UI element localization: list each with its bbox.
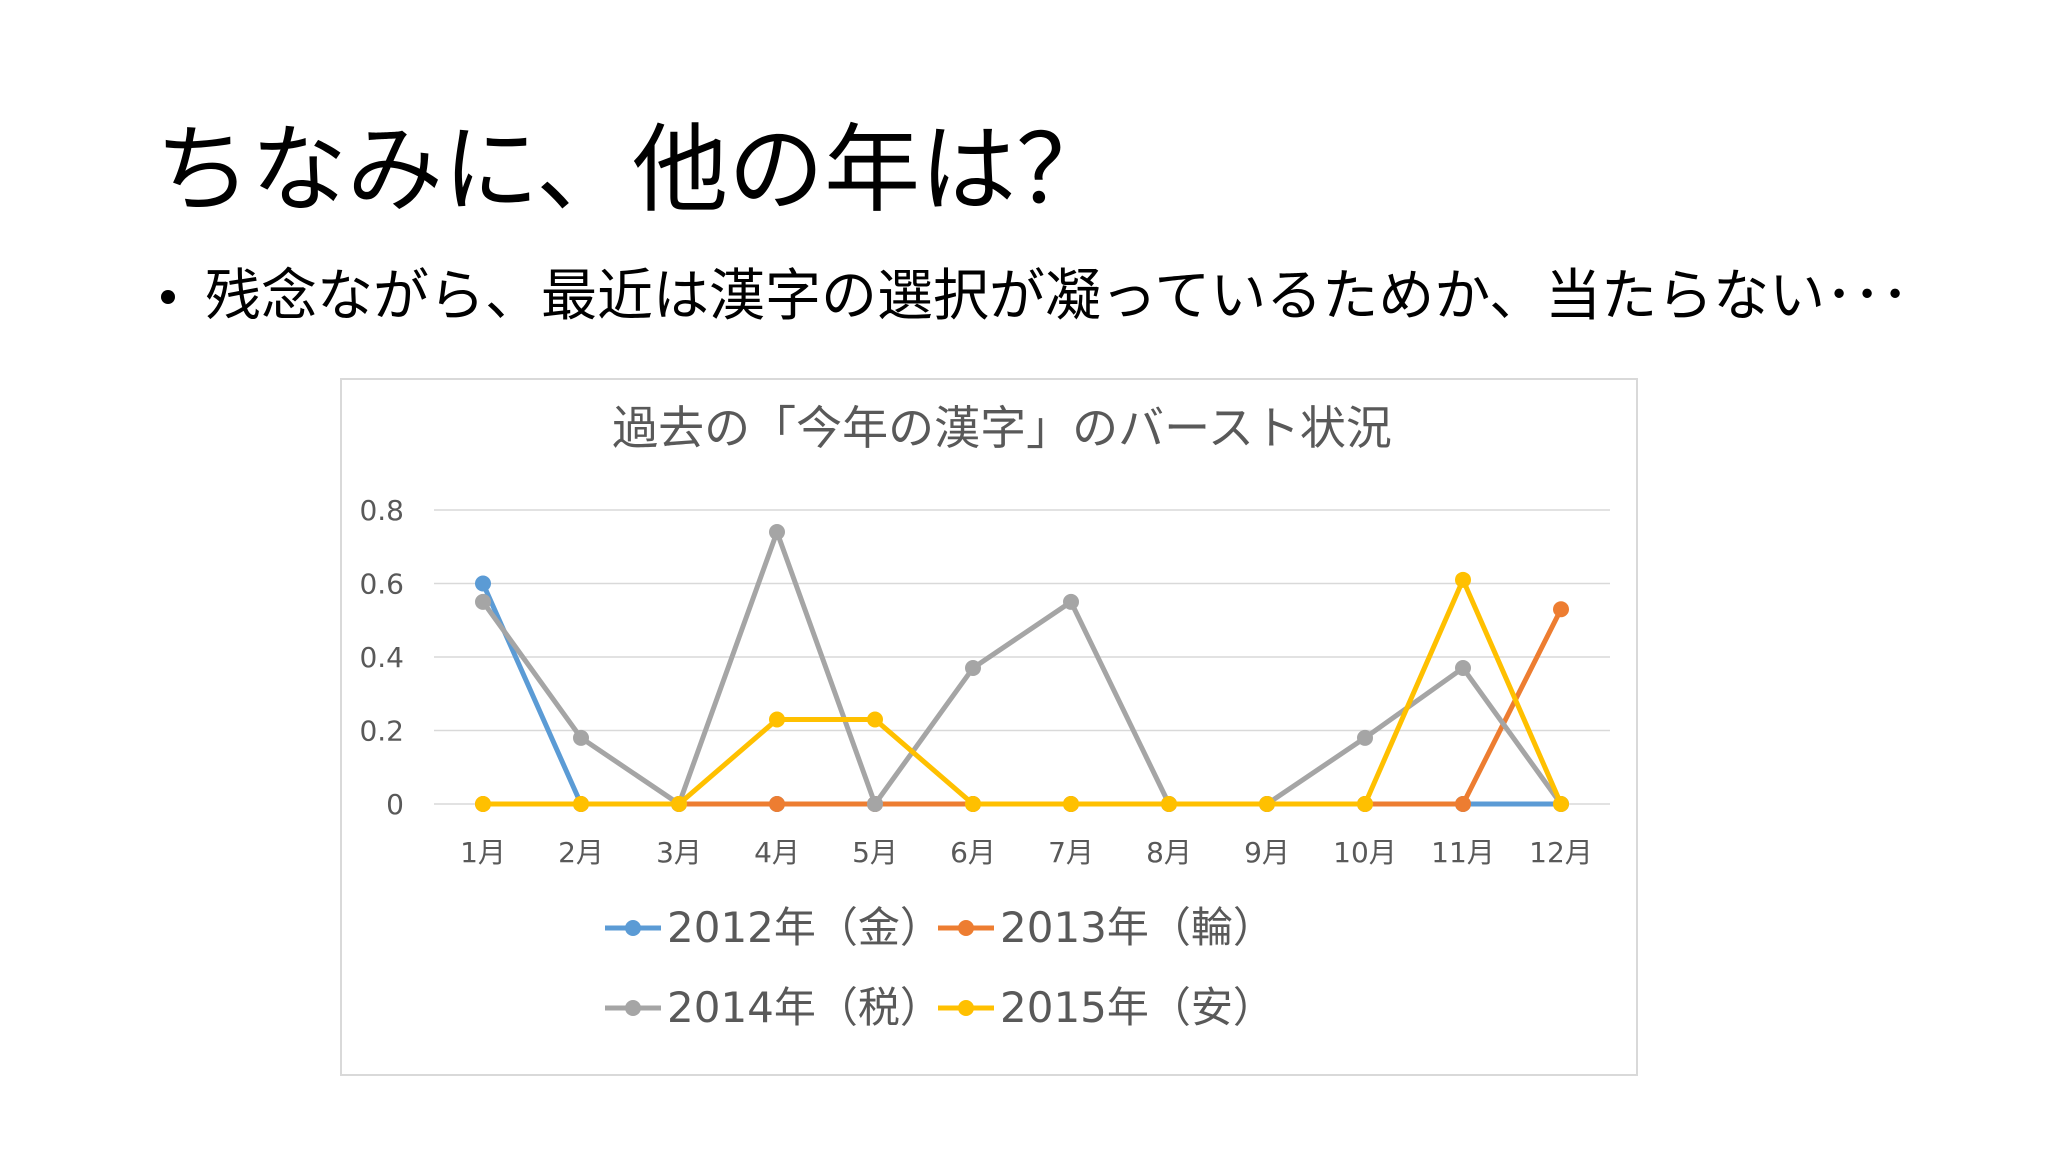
x-tick-label: 3月 [656, 836, 702, 869]
legend-item: 2012年（金） [605, 903, 942, 952]
x-tick-label: 10月 [1333, 836, 1397, 869]
legend-item: 2013年（輪） [938, 903, 1275, 952]
series-3 [475, 524, 1569, 812]
x-tick-label: 6月 [950, 836, 996, 869]
legend-item: 2014年（税） [605, 983, 942, 1032]
x-tick-label: 5月 [852, 836, 898, 869]
data-point [475, 796, 491, 812]
chart-frame: 過去の「今年の漢字」のバースト状況 0 0.2 0.4 0.6 0.8 1月 2月 3月 4月… [340, 378, 1638, 1076]
bullet-item: 残念ながら、最近は漢字の選択が凝っているためか、当たらない･･･ [155, 262, 1909, 332]
chart-title: 過去の「今年の漢字」のバースト状況 [612, 401, 1392, 455]
series-line [480, 606, 1564, 807]
legend-item: 2015年（安） [938, 983, 1275, 1032]
data-point [1357, 796, 1373, 812]
data-point [769, 711, 785, 728]
x-tick-label: 12月 [1529, 836, 1593, 869]
y-tick-label: 0.2 [359, 715, 404, 748]
data-point [1553, 796, 1569, 812]
x-tick-label: 4月 [754, 836, 800, 869]
legend-marker [958, 920, 974, 936]
x-tick-label: 1月 [460, 836, 506, 869]
slide-title: ちなみに、他の年は？ [155, 114, 1113, 226]
data-point [1259, 796, 1275, 812]
data-point [1357, 729, 1373, 746]
data-point [475, 593, 491, 610]
data-point [1063, 593, 1079, 610]
data-point [1455, 660, 1471, 677]
legend-label: 2015年（安） [1000, 983, 1275, 1032]
data-point [867, 796, 883, 812]
data-point [1063, 796, 1079, 812]
y-tick-label: 0.6 [359, 568, 404, 601]
data-point [965, 660, 981, 677]
series-line [480, 581, 1564, 807]
x-tick-label: 2月 [558, 836, 604, 869]
data-point [1553, 601, 1569, 618]
bullet-dot-icon [161, 290, 175, 304]
legend-marker [625, 1000, 641, 1016]
legend-label: 2013年（輪） [1000, 903, 1275, 952]
x-tick-label: 7月 [1048, 836, 1094, 869]
x-axis-ticks: 1月 2月 3月 4月 5月 6月 7月 8月 9月 10月 11月 12月 [460, 836, 1593, 869]
x-tick-label: 9月 [1244, 836, 1290, 869]
x-tick-label: 11月 [1431, 836, 1495, 869]
legend-marker [625, 920, 641, 936]
data-point [769, 796, 785, 812]
data-point [573, 729, 589, 746]
series-line [480, 577, 1564, 807]
legend-label: 2012年（金） [667, 903, 942, 952]
data-point [867, 711, 883, 728]
y-tick-label: 0 [386, 788, 404, 821]
data-point [671, 796, 687, 812]
x-tick-label: 8月 [1146, 836, 1192, 869]
y-axis-ticks: 0 0.2 0.4 0.6 0.8 [359, 494, 404, 821]
legend-marker [958, 1000, 974, 1016]
chart-legend: 2012年（金） 2013年（輪） 2014年（税） 2015年（安） [605, 903, 1275, 1032]
bullet-text: 残念ながら、最近は漢字の選択が凝っているためか、当たらない･･･ [205, 264, 1910, 329]
series-4 [475, 571, 1569, 812]
series-line [480, 529, 1564, 807]
data-point [573, 796, 589, 812]
data-point [1455, 796, 1471, 812]
y-tick-label: 0.8 [359, 494, 404, 527]
line-chart: 過去の「今年の漢字」のバースト状況 0 0.2 0.4 0.6 0.8 1月 2月 3月 4月… [359, 401, 1610, 1032]
y-tick-label: 0.4 [359, 641, 404, 674]
data-point [1455, 571, 1471, 588]
data-point [475, 575, 491, 592]
data-point [1161, 796, 1177, 812]
series-lines [475, 524, 1569, 812]
legend-label: 2014年（税） [667, 983, 942, 1032]
data-point [769, 524, 785, 541]
data-point [965, 796, 981, 812]
